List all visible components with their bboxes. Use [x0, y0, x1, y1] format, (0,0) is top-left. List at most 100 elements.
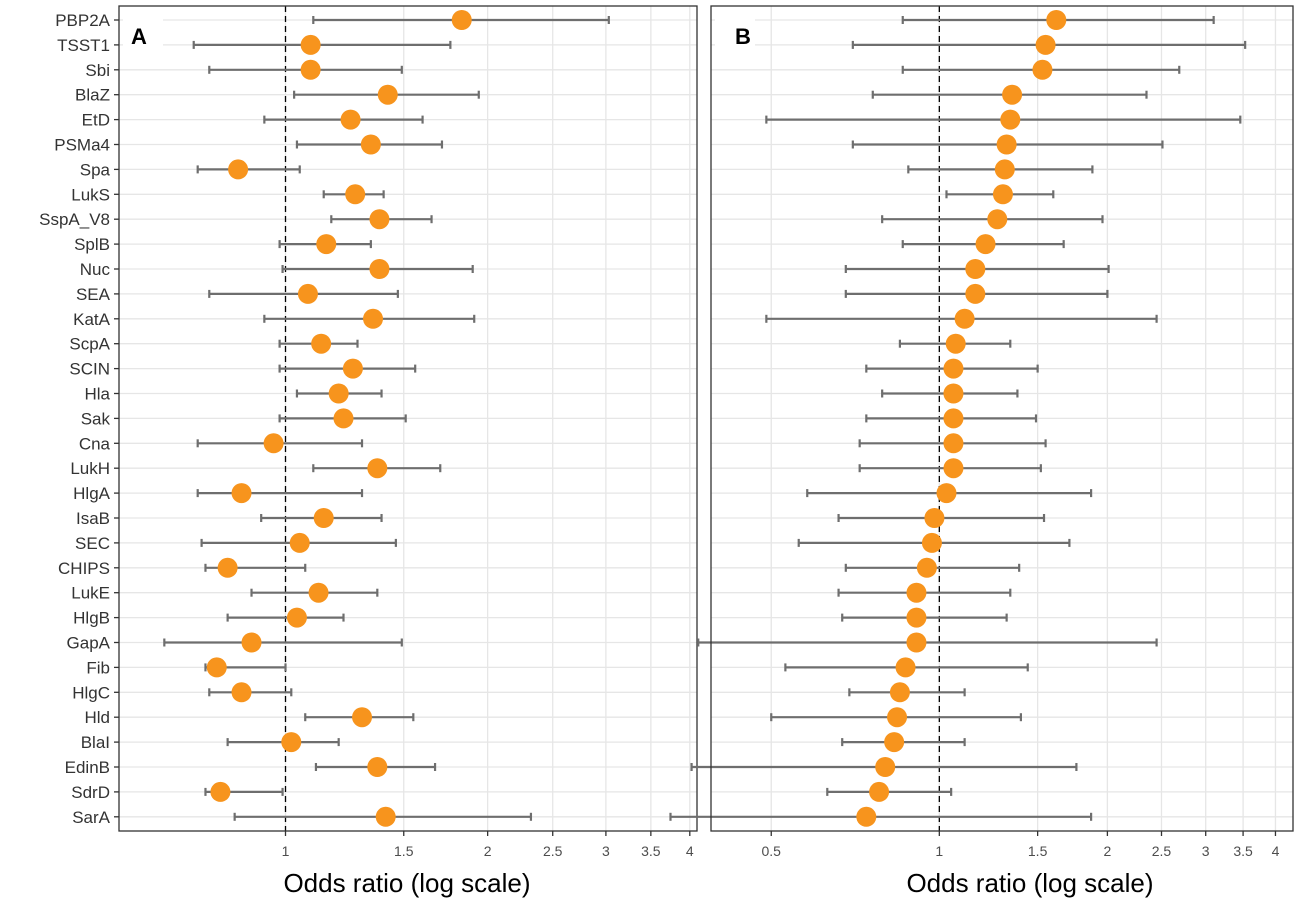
- panel-b-point-hla: [943, 383, 964, 404]
- panel-b-x-axis-title: Odds ratio (log scale): [906, 868, 1153, 898]
- category-label-chips: CHIPS: [58, 559, 110, 578]
- category-label-gapa: GapA: [67, 634, 111, 653]
- panel-a-point-scin: [342, 358, 363, 379]
- panel-b-point-gapa: [906, 632, 927, 653]
- panel-b-point-etd: [1000, 109, 1021, 130]
- panel-b-x-tick-label: 4: [1272, 843, 1280, 859]
- category-label-kata: KatA: [73, 310, 111, 329]
- category-label-sbi: Sbi: [85, 61, 110, 80]
- panel-b-point-blai: [884, 732, 905, 753]
- panel-b-point-sea: [965, 283, 986, 304]
- panel-a-point-hld: [352, 707, 373, 728]
- category-label-hlga: HlgA: [73, 484, 111, 503]
- panel-b-point-lukh: [943, 458, 964, 479]
- panel-a-point-nuc: [369, 259, 390, 279]
- panel-b-point-pbp2a: [1046, 10, 1067, 30]
- category-label-hlgc: HlgC: [72, 683, 110, 702]
- category-label-lukh: LukH: [70, 459, 110, 478]
- category-label-pbp2a: PBP2A: [55, 11, 110, 30]
- panel-a-point-sdrd: [210, 781, 231, 802]
- panel-b-x-tick-label: 1: [935, 843, 943, 859]
- panel-b-point-hlgb: [906, 607, 927, 628]
- panel-b-x-tick-label: 0.5: [762, 843, 782, 859]
- panel-a-label: A: [131, 24, 147, 49]
- category-label-sea: SEA: [76, 285, 111, 304]
- panel-b-x-tick-label: 1.5: [1028, 843, 1048, 859]
- panel-b-point-fib: [895, 657, 916, 678]
- panel-a-point-chips: [217, 557, 238, 578]
- category-label-sara: SarA: [72, 808, 110, 827]
- category-label-hla: Hla: [84, 385, 110, 404]
- panel-b-point-kata: [954, 308, 975, 329]
- category-label-blaz: BlaZ: [75, 86, 110, 105]
- panel-b-point-sdrd: [869, 781, 890, 802]
- panel-a-point-etd: [340, 109, 361, 130]
- panel-b-point-tsst1: [1035, 34, 1056, 55]
- panel-b-x-tick-label: 2.5: [1152, 843, 1172, 859]
- category-label-psma4: PSMa4: [54, 136, 110, 155]
- panel-b-point-sak: [943, 408, 964, 429]
- panel-b-x-tick-label: 2: [1103, 843, 1111, 859]
- panel-b-point-luks: [992, 184, 1013, 205]
- category-label-sak: Sak: [81, 409, 111, 428]
- category-label-isab: IsaB: [76, 509, 110, 528]
- panel-a-point-lukh: [367, 458, 388, 479]
- panel-a-x-tick-label: 1.5: [394, 843, 414, 859]
- panel-a-point-sec: [289, 532, 310, 553]
- panel-b-point-edinb: [875, 757, 896, 777]
- panel-b-point-hlga: [936, 483, 957, 504]
- panel-a-point-sea: [297, 283, 318, 304]
- panel-a-point-edinb: [367, 757, 388, 777]
- panel-a-point-sspa-v8: [369, 209, 390, 230]
- category-label-sdrd: SdrD: [71, 783, 110, 802]
- panel-a-point-sara: [375, 806, 396, 827]
- panel-b-point-psma4: [996, 134, 1017, 155]
- category-label-luke: LukE: [71, 584, 110, 603]
- panel-a-point-tsst1: [300, 34, 321, 55]
- panel-b-point-chips: [916, 557, 937, 578]
- panel-a-point-spa: [228, 159, 249, 180]
- category-label-tsst1: TSST1: [57, 36, 110, 55]
- category-label-fib: Fib: [86, 658, 110, 677]
- panel-b-label: B: [735, 24, 751, 49]
- panel-a-point-splb: [316, 234, 337, 255]
- panel-a-x-tick-label: 3.5: [641, 843, 661, 859]
- panel-b-point-splb: [975, 234, 996, 255]
- panel-b-point-sbi: [1032, 59, 1053, 80]
- panel-a-point-scpa: [311, 333, 332, 354]
- category-label-blai: BlaI: [81, 733, 110, 752]
- category-label-edinb: EdinB: [65, 758, 110, 777]
- category-label-luks: LukS: [71, 185, 110, 204]
- panel-a-point-blaz: [377, 84, 398, 105]
- panel-a-point-sbi: [300, 59, 321, 80]
- category-label-scpa: ScpA: [69, 335, 110, 354]
- panel-b-x-tick-label: 3: [1202, 843, 1210, 859]
- category-label-sspa-v8: SspA_V8: [39, 210, 110, 229]
- category-label-scin: SCIN: [69, 360, 110, 379]
- panel-a-x-tick-label: 1: [282, 843, 290, 859]
- category-label-splb: SplB: [74, 235, 110, 254]
- panel-a-point-hlgb: [286, 607, 307, 628]
- panel-b-point-sec: [921, 532, 942, 553]
- panel-a-point-luks: [345, 184, 366, 205]
- panel-a-point-pbp2a: [451, 10, 472, 30]
- panel-a-x-tick-label: 2.5: [543, 843, 563, 859]
- panel-b-point-sspa-v8: [987, 209, 1008, 230]
- panel-a-point-hla: [328, 383, 349, 404]
- panel-b-point-cna: [943, 433, 964, 454]
- panel-a-point-hlga: [231, 483, 252, 504]
- category-label-sec: SEC: [75, 534, 110, 553]
- panel-a-point-kata: [363, 308, 384, 329]
- panel-a-x-tick-label: 2: [484, 843, 492, 859]
- category-labels: PBP2A TSST1 Sbi BlaZ EtD PSMa4 Spa LukS SspA_V8 S…: [39, 11, 119, 827]
- panel-a-point-hlgc: [231, 682, 252, 703]
- panel-a-point-cna: [263, 433, 284, 454]
- panel-a-point-luke: [308, 582, 329, 603]
- panel-b-point-blaz: [1002, 84, 1023, 105]
- category-label-hlgb: HlgB: [73, 609, 110, 628]
- panel-b-point-luke: [906, 582, 927, 603]
- panel-a-point-fib: [206, 657, 227, 678]
- panel-a-x-axis-title: Odds ratio (log scale): [283, 868, 530, 898]
